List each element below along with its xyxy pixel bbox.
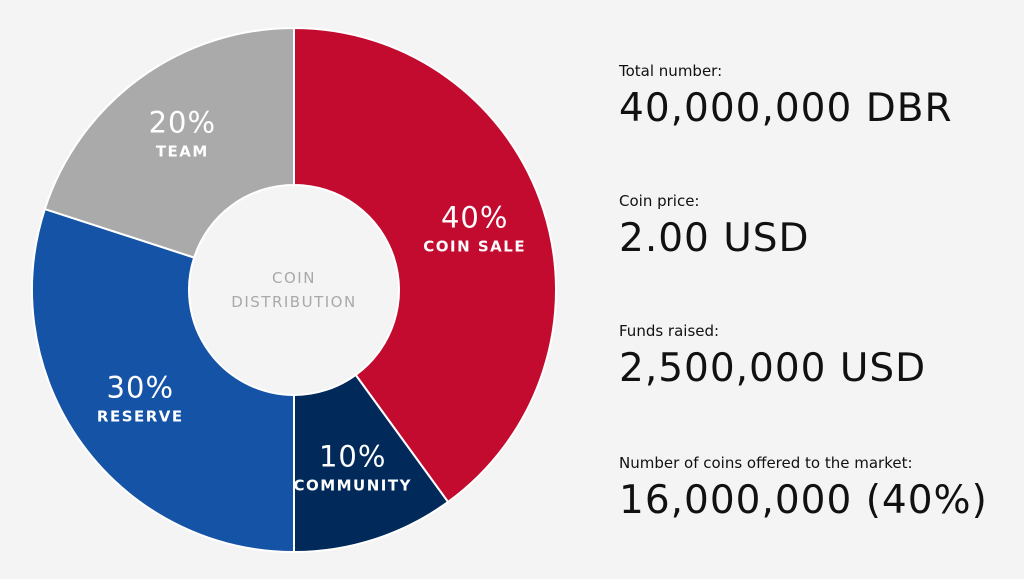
slice-coin-sale [293,26,557,504]
slice-coin-sale-percent: 40% [441,200,508,234]
slice-team [43,26,295,259]
funds-raised-value: 2,500,000 USD [619,346,927,391]
slice-team-label: TEAM [156,142,209,160]
slice-reserve [31,207,295,554]
center-label-line-2: DISTRIBUTION [231,293,356,311]
coin-price-label: Coin price: [619,192,700,210]
slice-community-label: COMMUNITY [293,477,412,495]
total-number-label: Total number: [619,62,723,80]
slice-team-percent: 20% [149,105,216,139]
slice-coin-sale-label: COIN SALE [423,237,526,255]
slice-community [293,373,450,554]
coins-offered-label: Number of coins offered to the market: [619,454,913,472]
coin-distribution-donut-chart: 40% COIN SALE 10% COMMUNITY 30% RESERVE 20% TEA… [31,26,557,554]
coin-price-value: 2.00 USD [619,216,810,261]
center-label-line-1: COIN [272,269,316,287]
coins-offered-value: 16,000,000 (40%) [619,478,988,523]
total-number-value: 40,000,000 DBR [619,86,953,131]
slice-reserve-percent: 30% [107,371,174,405]
slice-community-percent: 10% [319,440,386,474]
slice-reserve-label: RESERVE [97,408,184,426]
funds-raised-label: Funds raised: [619,322,720,340]
